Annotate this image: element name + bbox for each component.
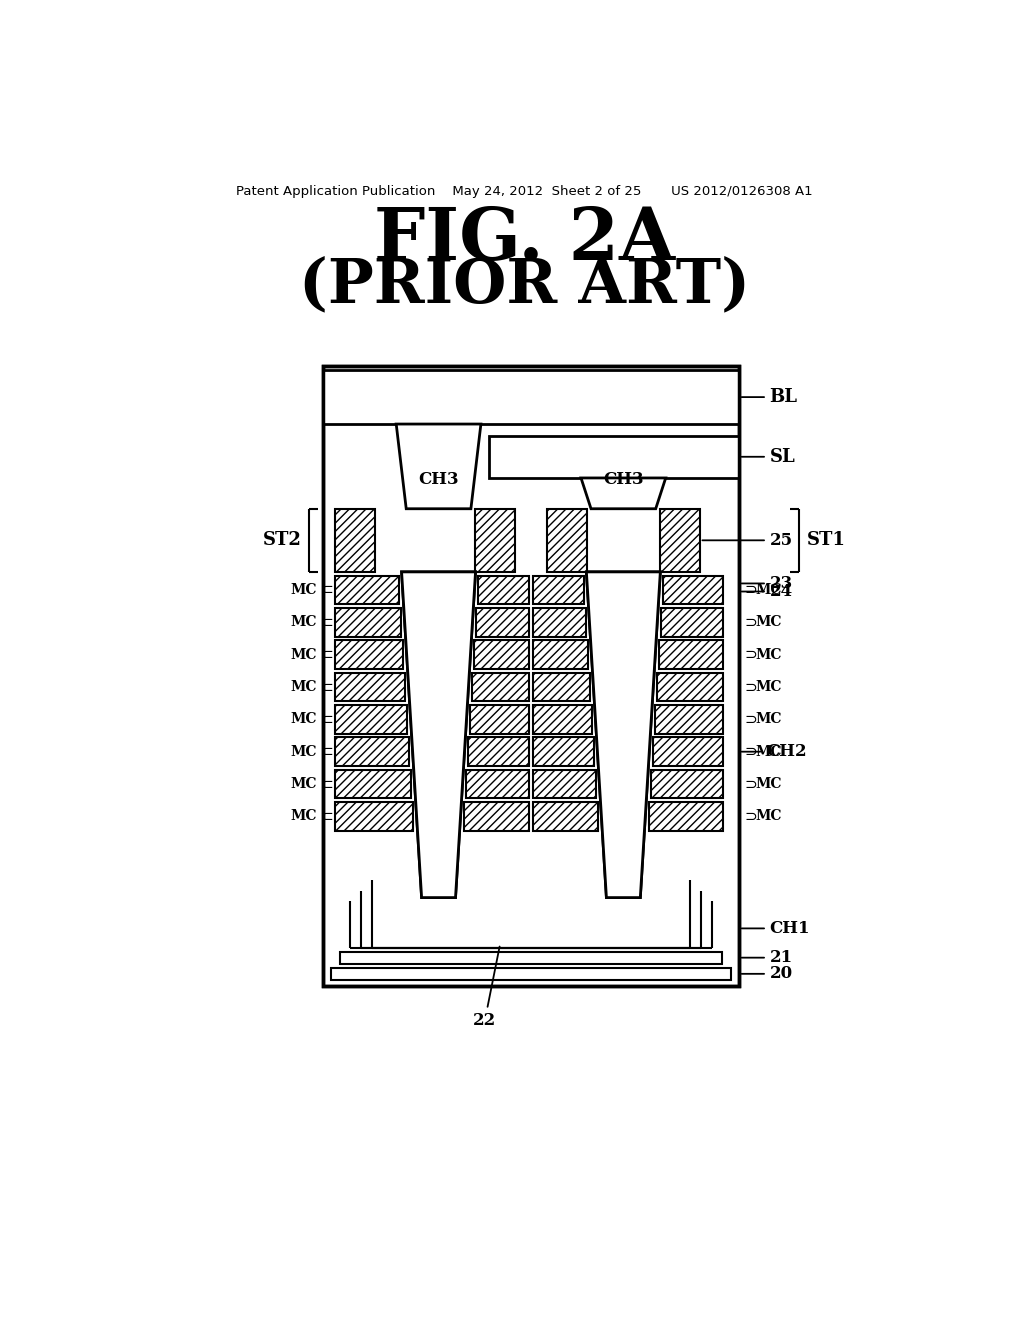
Text: 20: 20	[741, 965, 793, 982]
Text: ST2: ST2	[262, 532, 301, 549]
Bar	[651, 770, 724, 799]
Text: ⊃: ⊃	[744, 647, 757, 663]
Bar	[472, 673, 528, 701]
Bar	[335, 738, 409, 766]
Bar	[476, 609, 528, 636]
Text: CH2: CH2	[741, 743, 807, 760]
Bar	[335, 508, 375, 572]
Text: 21: 21	[741, 949, 793, 966]
Text: CH1: CH1	[741, 920, 810, 937]
Text: ⊂: ⊂	[321, 582, 334, 598]
Text: MC: MC	[755, 777, 781, 791]
Text: Patent Application Publication    May 24, 2012  Sheet 2 of 25       US 2012/0126: Patent Application Publication May 24, 2…	[237, 185, 813, 198]
Polygon shape	[401, 572, 475, 898]
Bar	[534, 770, 596, 799]
Polygon shape	[581, 478, 666, 508]
Text: ⊂: ⊂	[321, 744, 334, 759]
Text: MC: MC	[755, 680, 781, 694]
Text: ⊃: ⊃	[744, 680, 757, 694]
Text: SL: SL	[741, 447, 796, 466]
Text: FIG. 2A: FIG. 2A	[374, 203, 676, 275]
Bar	[335, 576, 399, 605]
Bar	[323, 370, 739, 424]
Text: ⊃: ⊃	[744, 809, 757, 824]
Text: MC: MC	[291, 809, 316, 824]
Bar	[478, 576, 528, 605]
Bar	[659, 508, 699, 572]
Text: MC: MC	[291, 615, 316, 630]
Bar	[534, 803, 598, 830]
Bar	[534, 609, 586, 636]
Bar	[335, 640, 402, 669]
Text: MC: MC	[291, 583, 316, 597]
Polygon shape	[587, 572, 660, 898]
Polygon shape	[401, 572, 475, 898]
Text: ⊃: ⊃	[744, 711, 757, 727]
Bar	[335, 803, 413, 830]
Text: ⊂: ⊂	[321, 711, 334, 727]
Bar	[335, 770, 411, 799]
Text: MC: MC	[291, 744, 316, 759]
Text: MC: MC	[291, 777, 316, 791]
Bar	[335, 673, 404, 701]
Bar	[331, 968, 731, 979]
Text: 24: 24	[741, 583, 793, 601]
Text: 22: 22	[473, 946, 500, 1030]
Bar	[474, 640, 528, 669]
Text: MC: MC	[755, 615, 781, 630]
Bar	[655, 705, 724, 734]
Bar	[649, 803, 724, 830]
Text: MC: MC	[755, 648, 781, 661]
Bar	[534, 673, 590, 701]
Bar	[534, 640, 588, 669]
Bar	[547, 508, 587, 572]
Bar	[335, 705, 407, 734]
Text: 23: 23	[741, 576, 793, 591]
Bar	[340, 952, 722, 964]
Polygon shape	[587, 572, 660, 898]
Text: 25: 25	[702, 532, 793, 549]
Text: MC: MC	[755, 809, 781, 824]
Bar	[323, 367, 739, 986]
Text: ⊃: ⊃	[744, 582, 757, 598]
Text: MC: MC	[291, 648, 316, 661]
Bar	[534, 576, 584, 605]
Text: ⊃: ⊃	[744, 776, 757, 792]
Bar	[664, 576, 724, 605]
Bar	[323, 367, 739, 986]
Text: ⊃: ⊃	[744, 615, 757, 630]
Bar	[659, 640, 724, 669]
Text: MC: MC	[291, 713, 316, 726]
Bar	[534, 738, 594, 766]
Text: MC: MC	[755, 713, 781, 726]
Bar	[657, 673, 724, 701]
Text: MC: MC	[755, 744, 781, 759]
Text: MC: MC	[291, 680, 316, 694]
Bar	[534, 705, 592, 734]
Text: (PRIOR ART): (PRIOR ART)	[299, 256, 751, 315]
Bar	[662, 609, 724, 636]
Text: ⊂: ⊂	[321, 615, 334, 630]
Bar	[335, 609, 400, 636]
Text: CH3: CH3	[603, 471, 644, 487]
Bar	[470, 705, 528, 734]
Bar	[468, 738, 528, 766]
Bar	[488, 436, 739, 478]
Text: ST1: ST1	[807, 532, 846, 549]
Text: ⊂: ⊂	[321, 680, 334, 694]
Bar	[466, 770, 528, 799]
Bar	[464, 803, 528, 830]
Bar	[653, 738, 724, 766]
Text: ⊂: ⊂	[321, 776, 334, 792]
Text: ⊂: ⊂	[321, 647, 334, 663]
Text: ⊃: ⊃	[744, 744, 757, 759]
Text: BL: BL	[741, 388, 798, 407]
Text: CH3: CH3	[418, 471, 459, 487]
Bar	[475, 508, 515, 572]
Polygon shape	[396, 424, 481, 508]
Text: MC: MC	[755, 583, 781, 597]
Text: ⊂: ⊂	[321, 809, 334, 824]
